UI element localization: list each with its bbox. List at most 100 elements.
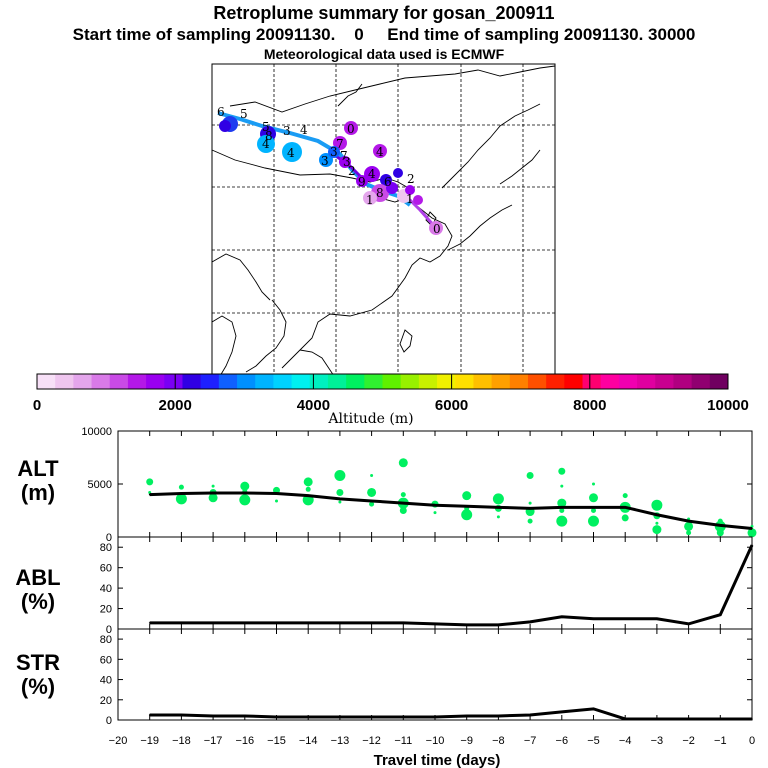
colorbar-swatch [255,374,274,389]
series-point [244,715,246,717]
colorbar-swatch [291,374,311,389]
series-point [434,623,436,625]
altitude-scatter-point [684,521,694,531]
map-marker [328,146,340,158]
altitude-scatter-point [526,472,534,480]
x-tick-label: −16 [235,735,254,747]
series-point [275,716,278,718]
altitude-scatter-point [747,528,757,538]
altitude-scatter-point [556,515,568,527]
map-coastlines [211,65,556,377]
series-line [149,707,752,721]
colorbar-swatch [364,374,383,389]
series-point [212,492,214,494]
y-tick-label: 80 [100,542,112,554]
series-point [719,524,722,527]
x-tick-label: −4 [619,735,632,747]
altitude-scatter-point [146,478,154,486]
y-tick-label: 40 [100,583,112,595]
series-point [497,715,500,717]
series-line [149,491,753,531]
colorbar-swatch [600,374,620,389]
series-point [465,624,468,626]
chart-title: Retroplume summary for gosan_200911 [213,3,555,23]
colorbar-swatch [673,374,693,389]
series-point [434,504,436,507]
map-marker-label: 6 [384,175,392,189]
series-point [561,506,563,509]
colorbar-tick-label: 0 [33,397,41,414]
series-point [656,513,658,516]
str-panel-title: STR [16,650,60,675]
series-point [402,502,405,504]
altitude-scatter-point [275,499,278,503]
y-tick-label: 5000 [88,479,112,491]
series-point [465,505,468,508]
series-point [339,716,341,718]
map-marker-label: 3 [343,155,351,169]
map-marker [319,153,333,167]
colorbar-label: Altitude (m) [327,411,413,427]
colorbar-swatch [582,374,602,389]
panel-frame [117,628,753,721]
altitude-scatter-point [496,515,500,519]
series-point [624,718,626,720]
colorbar-swatch [655,374,674,389]
altitude-scatter-point [717,518,723,524]
map-marker-label: 7 [340,149,348,163]
colorbar-swatch [437,374,456,389]
altitude-scatter-point [208,493,218,503]
map-marker [393,168,403,178]
altitude-scatter-point [400,492,406,498]
colorbar-swatch [527,374,547,389]
altitude-scatter-point [591,508,596,513]
y-tick-label: 20 [100,604,112,616]
colorbar-swatch [473,374,493,389]
colorbar-swatch [637,374,656,389]
map-marker-label: 3 [330,145,338,159]
map-marker [405,185,415,195]
series-point [561,615,563,618]
series-point [275,492,278,495]
colorbar-swatch [691,374,711,389]
altitude-scatter-point [369,501,375,507]
x-tick-label: −11 [394,735,412,747]
colorbar-swatch [509,374,529,389]
altitude-scatter-point [239,494,251,506]
trajectory-markers [219,116,443,235]
colorbar-swatch [418,374,438,389]
map-marker-label: 3 [283,124,291,138]
series-point [148,714,151,716]
alt-panel-unit: (m) [21,480,55,505]
colorbar-swatch [73,374,93,389]
colorbar-swatch [346,374,365,389]
x-tick-label: −14 [299,735,318,747]
y-tick-label: 60 [100,563,112,575]
altitude-scatter-point [305,486,311,492]
altitude-scatter-point [367,487,377,497]
altitude-scatter-point [334,470,346,482]
series-point [687,718,690,720]
abl-panel-unit: (%) [21,589,55,614]
altitude-scatter-point [462,491,472,501]
series-point [148,622,151,624]
y-tick-label: 20 [100,695,112,707]
x-tick-label: −10 [426,735,445,747]
colorbar-swatch [218,374,238,389]
x-tick-label: −15 [267,735,286,747]
map-marker-labels: 6 5 5 4 4 3 3 3 3 2 2 1 1 0 0 8 8 4 4 7 … [217,105,441,236]
altitude-scatter-point [433,511,437,515]
colorbar-swatch [309,374,329,389]
series-point [497,624,500,626]
series-point [529,621,531,623]
y-tick-label: 0 [106,715,112,727]
colorbar-swatch [546,374,565,389]
series-point [624,617,626,620]
series-point [339,498,341,500]
x-tick-label: −8 [492,735,505,747]
colorbar-tick-label: 2000 [159,397,192,414]
series-point [212,715,214,717]
colorbar-tick-label: 8000 [573,397,606,414]
colorbar-swatch [127,374,147,389]
altitude-scatter-point [588,515,599,527]
